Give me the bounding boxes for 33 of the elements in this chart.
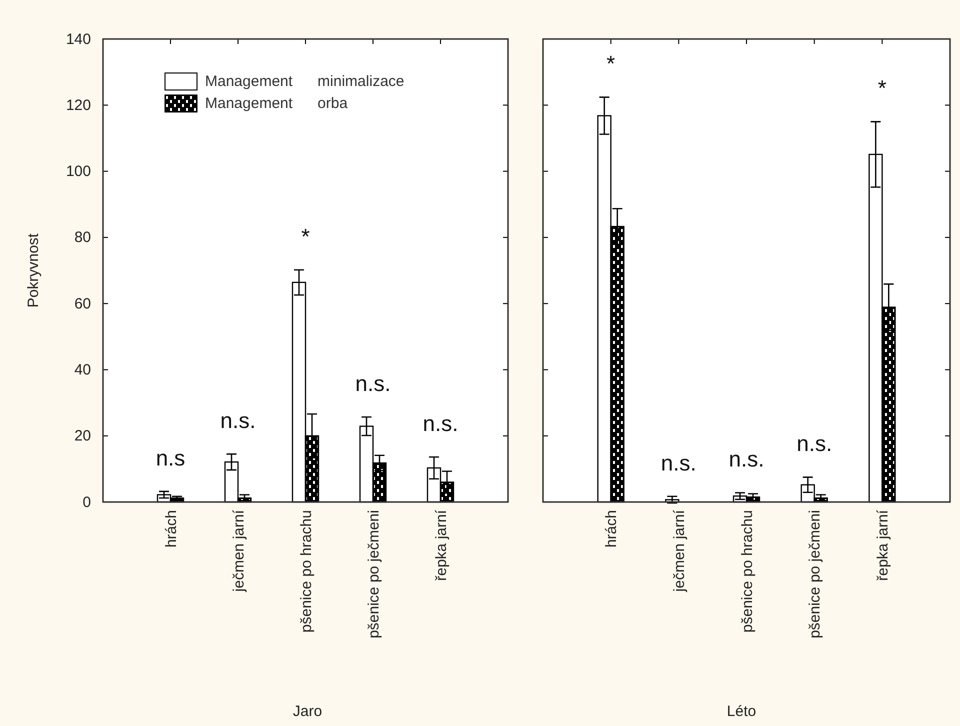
annotation: * xyxy=(878,76,887,101)
y-tick-label: 100 xyxy=(66,163,91,180)
y-tick-label: 40 xyxy=(74,362,91,379)
x-tick-label: pšenice po hrachu xyxy=(298,510,315,633)
x-tick-label: řepka jarní xyxy=(432,509,450,581)
x-axis-title: Jaro xyxy=(292,703,322,720)
annotation: n.s xyxy=(156,445,186,470)
x-tick-label: hrách xyxy=(162,510,180,548)
x-tick-label: ječmen jarní xyxy=(670,509,688,593)
legend-label: Management orba xyxy=(205,95,348,112)
annotation: n.s. xyxy=(355,371,391,396)
y-axis-title: Pokryvnost xyxy=(25,232,42,308)
y-tick-label: 80 xyxy=(74,229,91,246)
x-tick-label: hrách xyxy=(603,510,620,548)
annotation: * xyxy=(301,224,310,249)
x-tick-label: pšenice po ječmeni xyxy=(365,510,382,638)
x-tick-label: pšenice po hrachu xyxy=(738,510,756,633)
annotation: n.s. xyxy=(660,450,696,476)
x-axis-title: Léto xyxy=(726,703,756,720)
annotation: n.s. xyxy=(796,431,832,456)
x-tick-label: řepka jarní xyxy=(874,509,892,581)
annotation: * xyxy=(606,51,616,76)
y-tick-label: 140 xyxy=(66,30,91,48)
annotation: n.s. xyxy=(422,411,458,436)
y-tick-label: 0 xyxy=(82,494,91,511)
x-tick-label: ječmen jarní xyxy=(230,509,248,593)
y-tick-label: 60 xyxy=(74,295,91,312)
y-tick-label: 20 xyxy=(74,428,91,445)
annotation: n.s. xyxy=(220,408,256,434)
legend-label: Management minimalizace xyxy=(205,73,404,90)
y-tick-label: 120 xyxy=(66,96,91,114)
annotation: n.s. xyxy=(728,446,764,472)
x-tick-label: pšenice po ječmeni xyxy=(806,510,824,638)
